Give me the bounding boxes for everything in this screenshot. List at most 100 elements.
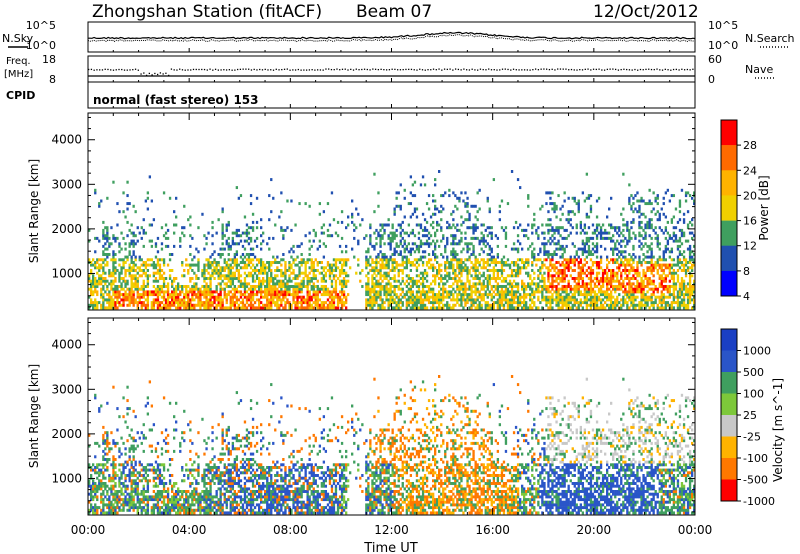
power-cell bbox=[106, 279, 109, 283]
power-cell bbox=[314, 301, 317, 305]
power-cell bbox=[294, 301, 297, 305]
power-cell bbox=[316, 263, 319, 267]
power-cell bbox=[405, 285, 409, 288]
power-cell bbox=[160, 301, 164, 305]
power-cell bbox=[389, 285, 392, 288]
power-cell bbox=[156, 293, 160, 297]
power-cell bbox=[589, 287, 593, 291]
power-cell bbox=[464, 282, 467, 286]
power-cell bbox=[660, 290, 663, 294]
power-cell bbox=[632, 196, 635, 200]
power-cell bbox=[563, 279, 566, 283]
power-cell bbox=[138, 274, 141, 278]
power-cell bbox=[120, 271, 123, 275]
power-cell bbox=[682, 250, 686, 254]
power-cell bbox=[628, 261, 631, 264]
power-cell bbox=[664, 279, 668, 283]
power-cell bbox=[640, 220, 643, 224]
power-cell bbox=[162, 298, 166, 302]
power-cell bbox=[300, 263, 303, 267]
power-cell bbox=[251, 298, 255, 302]
power-cell bbox=[429, 215, 433, 219]
power-cell bbox=[122, 261, 125, 264]
power-cell bbox=[401, 271, 404, 275]
power-cell bbox=[597, 290, 601, 294]
power-cell bbox=[642, 295, 645, 299]
power-cell bbox=[158, 290, 162, 294]
power-cell bbox=[399, 306, 402, 310]
power-cell bbox=[676, 247, 680, 251]
power-cell bbox=[575, 298, 578, 302]
power-cell bbox=[211, 226, 214, 230]
power-cell bbox=[249, 266, 253, 270]
power-cell bbox=[371, 285, 374, 288]
power-cell bbox=[680, 287, 684, 291]
power-cell bbox=[183, 234, 186, 238]
power-cell bbox=[387, 266, 390, 270]
power-cell bbox=[102, 287, 105, 291]
power-cell bbox=[504, 293, 508, 297]
power-cell bbox=[648, 261, 651, 264]
power-cell bbox=[666, 231, 670, 235]
power-cell bbox=[312, 301, 315, 305]
nave-point bbox=[90, 68, 93, 71]
power-cell bbox=[672, 269, 676, 272]
power-cell bbox=[124, 242, 127, 246]
power-cell bbox=[630, 194, 633, 198]
power-cell bbox=[547, 266, 550, 270]
power-cell bbox=[399, 226, 402, 230]
power-cell bbox=[128, 244, 131, 248]
power-cell bbox=[235, 242, 239, 246]
power-cell bbox=[452, 210, 455, 214]
power-cell bbox=[684, 287, 688, 291]
power-cell bbox=[496, 244, 500, 248]
nave-point bbox=[289, 69, 291, 71]
power-cell bbox=[203, 269, 206, 272]
power-cell bbox=[648, 247, 651, 251]
power-cell bbox=[597, 271, 601, 275]
power-cell bbox=[450, 261, 453, 264]
power-cell bbox=[668, 293, 672, 297]
power-cell bbox=[249, 253, 253, 256]
nave-point bbox=[101, 69, 104, 71]
power-cell bbox=[612, 234, 615, 238]
power-cell bbox=[326, 261, 330, 264]
power-cell bbox=[510, 271, 514, 275]
power-cell bbox=[480, 274, 483, 278]
power-cell bbox=[674, 234, 678, 238]
power-cell bbox=[442, 303, 445, 307]
power-cell bbox=[92, 277, 95, 280]
power-cell bbox=[567, 293, 570, 297]
power-cell bbox=[599, 244, 603, 248]
nave-point bbox=[283, 68, 286, 70]
power-cell bbox=[272, 293, 275, 297]
power-cell bbox=[383, 223, 386, 227]
power-cell bbox=[219, 290, 222, 294]
power-cell bbox=[622, 303, 625, 307]
power-cell bbox=[618, 242, 621, 246]
power-cell bbox=[156, 290, 160, 294]
power-cell bbox=[292, 285, 295, 288]
power-cell bbox=[488, 244, 491, 248]
power-cell bbox=[237, 228, 241, 232]
power-cell bbox=[322, 279, 326, 283]
power-cell bbox=[320, 285, 324, 288]
power-cell bbox=[504, 285, 508, 288]
nave-point bbox=[118, 68, 120, 71]
power-cell bbox=[579, 247, 583, 251]
power-cell bbox=[88, 277, 91, 280]
power-cell bbox=[456, 298, 459, 302]
power-cell bbox=[270, 290, 273, 294]
power-cell bbox=[290, 271, 293, 275]
power-cell bbox=[338, 298, 342, 302]
power-cell bbox=[676, 239, 680, 243]
power-cell bbox=[166, 293, 170, 297]
power-cell bbox=[369, 234, 372, 238]
power-cell bbox=[118, 242, 121, 246]
power-cell bbox=[606, 290, 609, 294]
nave-point bbox=[579, 68, 581, 71]
power-cell bbox=[284, 295, 287, 299]
power-cell bbox=[328, 295, 332, 299]
power-cell bbox=[622, 172, 625, 176]
power-cell bbox=[555, 242, 558, 246]
